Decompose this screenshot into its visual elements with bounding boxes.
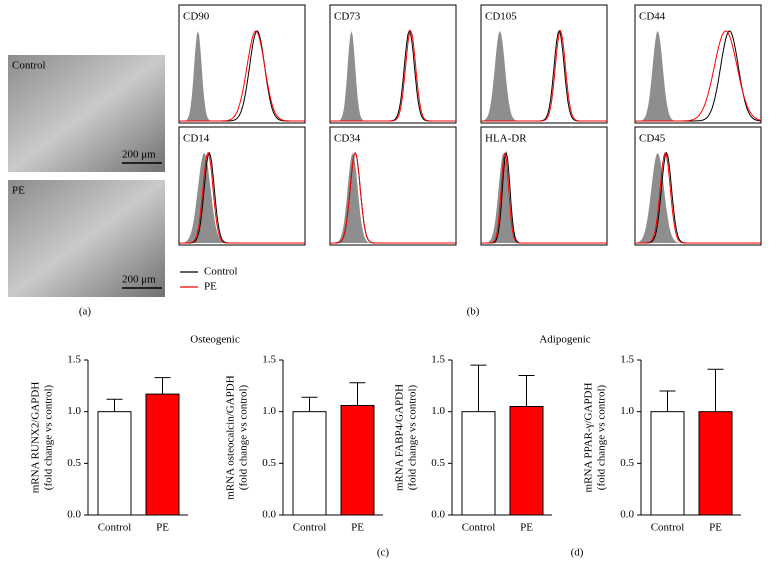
y-tick-label: 0.0: [262, 509, 276, 521]
y-axis-label: mRNA osteocalcin/GAPDH: [225, 375, 237, 499]
pe-curve: [481, 152, 607, 244]
x-tick-label: Control: [98, 522, 132, 534]
marker-label: CD44: [639, 11, 666, 23]
marker-label: CD90: [183, 11, 210, 23]
y-tick-label: 1.5: [620, 354, 634, 366]
marker-label: HLA-DR: [485, 133, 527, 145]
histogram-frame: [480, 126, 608, 246]
error-bar: [470, 364, 487, 412]
y-tick-label: 0.5: [431, 457, 445, 469]
isotype-peak: [330, 152, 456, 243]
error-bar: [659, 390, 676, 412]
y-tick-label: 0.5: [620, 457, 634, 469]
group-title: Osteogenic: [190, 334, 240, 346]
x-tick-label: Control: [462, 522, 496, 534]
y-axis-label: (fold change vs control): [596, 384, 608, 490]
bar: [698, 411, 733, 516]
y-tick-label: 0.5: [262, 457, 276, 469]
pe-curve: [330, 29, 456, 122]
y-tick-label: 1.0: [262, 405, 276, 417]
isotype-peak: [481, 152, 607, 243]
pe-curve: [179, 30, 305, 122]
y-tick-label: 1.5: [262, 354, 276, 366]
panel-label: (c): [377, 547, 390, 559]
y-axis-label: (fold change vs control): [238, 384, 250, 490]
y-tick-label: 1.0: [620, 405, 634, 417]
marker-label: CD34: [334, 133, 361, 145]
scale-bar-label: 200 μm: [122, 274, 156, 286]
error-bar: [154, 377, 171, 395]
y-tick-label: 1.5: [67, 354, 81, 366]
x-tick-label: Control: [651, 522, 685, 534]
bar: [461, 411, 496, 516]
isotype-peak: [179, 30, 305, 121]
pe-curve: [635, 30, 762, 122]
marker-label: CD45: [639, 133, 666, 145]
histogram-frame: [634, 4, 762, 124]
bar: [509, 406, 544, 516]
error-bar: [518, 375, 535, 407]
bar: [292, 411, 327, 516]
pe-curve: [635, 151, 761, 244]
error-bar: [707, 368, 724, 412]
histogram-frame: [178, 126, 306, 246]
y-axis-label: mRNA PPAR-γ/GAPDH: [583, 382, 595, 492]
isotype-peak: [635, 152, 761, 243]
marker-label: CD105: [485, 11, 517, 23]
pe-curve: [481, 29, 607, 122]
y-axis-label: (fold change vs control): [407, 384, 419, 490]
y-tick-label: 1.5: [431, 354, 445, 366]
micrograph: [8, 55, 165, 172]
y-tick-label: 0.5: [67, 457, 81, 469]
histogram-frame: [178, 4, 306, 124]
error-bar: [301, 396, 318, 412]
x-tick-label: PE: [156, 522, 169, 534]
pe-curve: [179, 151, 305, 244]
bar: [145, 393, 180, 516]
histogram-frame: [480, 4, 608, 124]
isotype-peak: [179, 152, 305, 243]
isotype-peak: [481, 30, 607, 121]
isotype-peak: [635, 30, 761, 121]
y-tick-label: 1.0: [431, 405, 445, 417]
bar: [97, 411, 132, 516]
x-tick-label: PE: [520, 522, 533, 534]
panel-label: (a): [79, 306, 92, 318]
x-tick-label: PE: [709, 522, 722, 534]
y-axis-label: mRNA RUNX2/GAPDH: [30, 382, 42, 494]
x-tick-label: PE: [351, 522, 364, 534]
error-bar: [349, 382, 366, 406]
y-axis-label: (fold change vs control): [43, 384, 55, 490]
micrograph-label: Control: [12, 60, 46, 72]
marker-label: CD73: [334, 11, 361, 23]
scale-bar-label: 200 μm: [122, 149, 156, 161]
x-tick-label: Control: [293, 522, 327, 534]
histogram-frame: [329, 126, 457, 246]
panel-label: (b): [467, 306, 480, 318]
y-tick-label: 0.0: [431, 509, 445, 521]
isotype-peak: [330, 30, 456, 121]
y-tick-label: 1.0: [67, 405, 81, 417]
marker-label: CD14: [183, 133, 210, 145]
panel-label: (d): [571, 547, 584, 559]
error-bar: [106, 398, 123, 412]
y-tick-label: 0.0: [67, 509, 81, 521]
legend-label: PE: [204, 281, 217, 293]
y-tick-label: 0.0: [620, 509, 634, 521]
histogram-frame: [634, 126, 762, 246]
histogram-frame: [329, 4, 457, 124]
group-title: Adipogenic: [539, 334, 590, 346]
bar: [340, 404, 375, 516]
pe-curve: [330, 151, 456, 244]
legend-label: Control: [204, 266, 238, 278]
micrograph-label: PE: [12, 185, 25, 197]
y-axis-label: mRNA FABP4/GAPDH: [394, 384, 406, 491]
micrograph: [8, 180, 165, 297]
bar: [650, 411, 685, 516]
